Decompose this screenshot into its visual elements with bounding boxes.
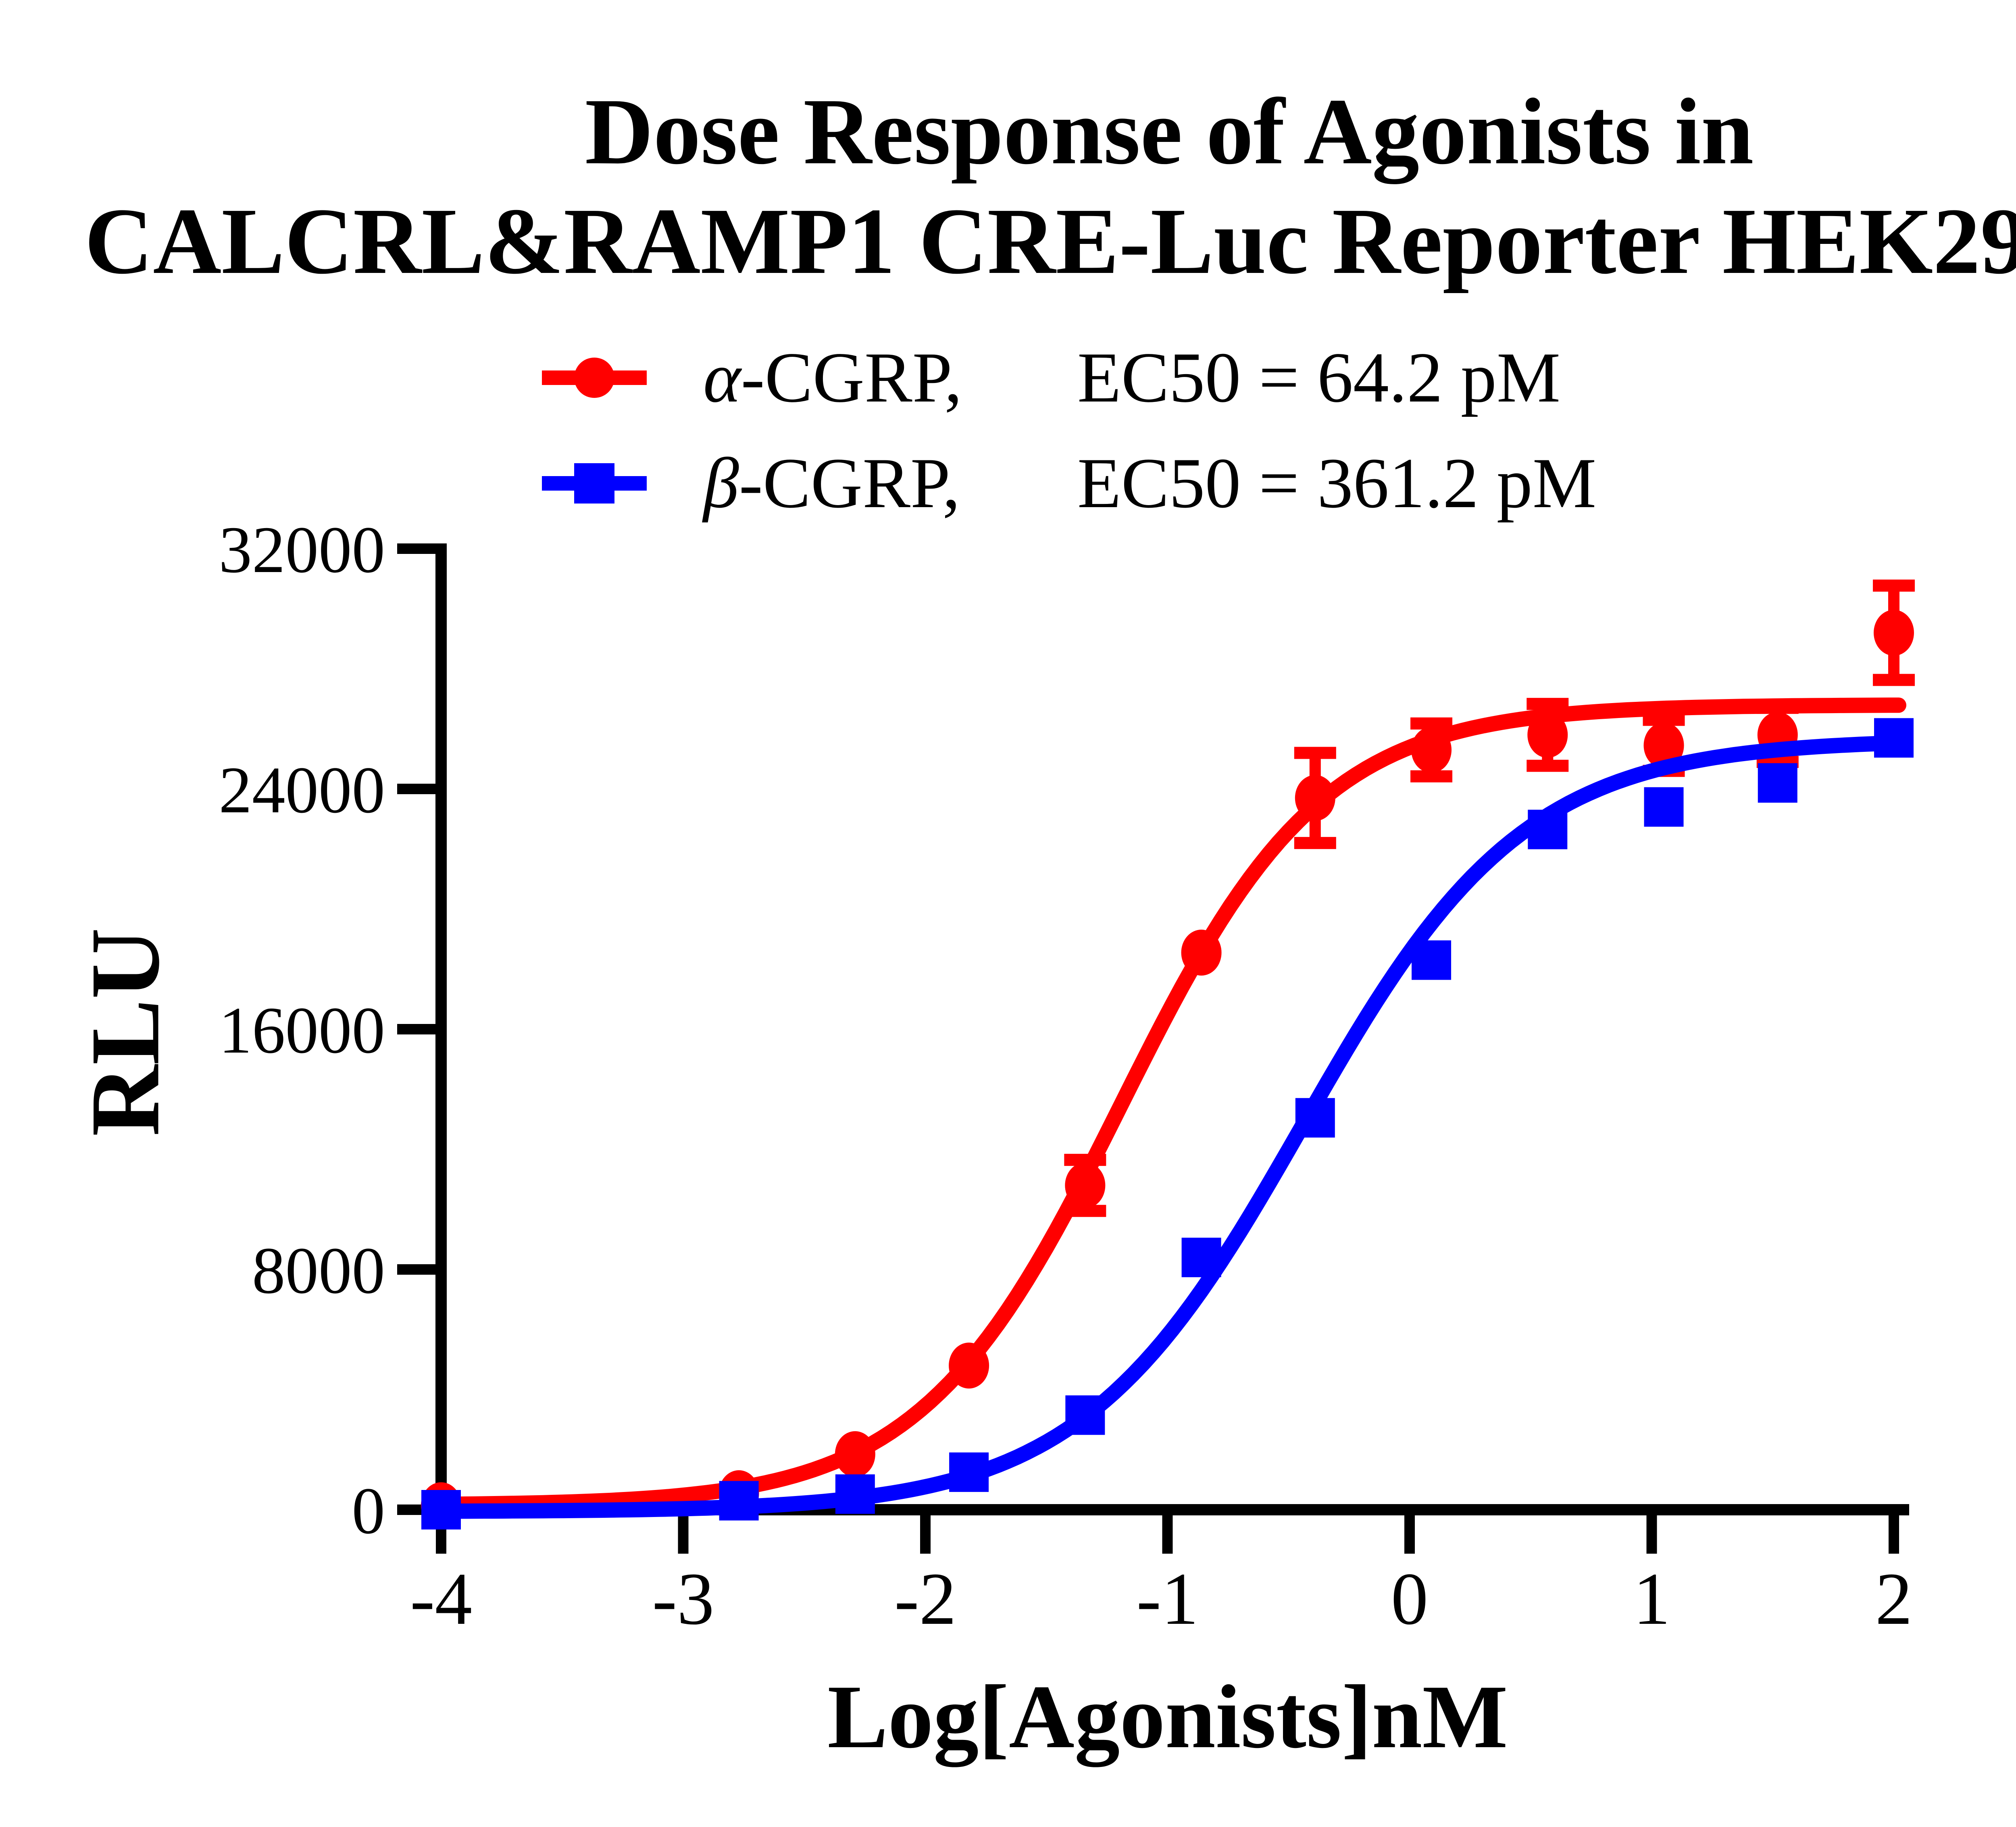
- x-tick-label: -2: [894, 1558, 956, 1640]
- y-axis-title: RLU: [70, 928, 180, 1136]
- x-tick-label: 0: [1391, 1558, 1429, 1640]
- data-point-circle: [835, 1431, 875, 1477]
- x-tick-label: -4: [410, 1558, 472, 1640]
- data-point-square: [1295, 1098, 1335, 1138]
- circle-marker-icon: [574, 358, 614, 398]
- data-point-square: [1758, 763, 1797, 803]
- legend-marker-red-circle-icon: [542, 347, 647, 408]
- data-point-square: [1181, 1238, 1221, 1278]
- legend-series-name: -CGRP,: [741, 337, 962, 417]
- y-tick-label: 8000: [252, 1234, 385, 1307]
- fit-curve-β-CGRP: [429, 735, 1906, 1519]
- data-point-square: [719, 1481, 759, 1521]
- y-tick-label: 16000: [219, 993, 385, 1067]
- chart-title: Dose Response of Agonists in CALCRL&RAMP…: [44, 77, 2016, 296]
- beta-symbol: β: [703, 443, 739, 523]
- data-point-circle: [1874, 610, 1914, 656]
- chart-title-line2: CALCRL&RAMP1 CRE-Luc Reporter HEK293(C1): [84, 189, 2016, 293]
- legend-row-alpha-cgrp: α-CGRP, EC50 = 64.2 pM: [542, 325, 1596, 430]
- data-point-circle: [1527, 712, 1568, 758]
- data-point-square: [1412, 940, 1452, 980]
- square-marker-icon: [574, 463, 614, 504]
- fit-curve-α-CGRP: [429, 697, 1906, 1512]
- legend-label-beta-cgrp: β-CGRP, EC50 = 361.2 pM: [703, 441, 1596, 524]
- x-tick-label: 2: [1875, 1558, 1913, 1640]
- y-tick-label: 24000: [219, 753, 385, 827]
- data-point-circle: [1181, 930, 1222, 976]
- legend-row-beta-cgrp: β-CGRP, EC50 = 361.2 pM: [542, 430, 1596, 536]
- data-point-circle: [949, 1342, 989, 1389]
- data-point-circle: [1065, 1162, 1106, 1209]
- legend-series-name: -CGRP,: [739, 443, 960, 523]
- data-point-square: [1874, 718, 1914, 758]
- x-tick-label: 1: [1633, 1558, 1670, 1640]
- y-tick-label: 0: [352, 1474, 385, 1548]
- x-tick-label: -1: [1136, 1558, 1198, 1640]
- data-point-circle: [1643, 722, 1684, 768]
- x-axis-title: Log[Agonists]nM: [827, 1666, 1508, 1767]
- y-tick-label: 32000: [219, 513, 385, 587]
- legend-ec50-value: EC50 = 361.2 pM: [1077, 443, 1597, 523]
- legend-marker-blue-square-icon: [542, 453, 647, 513]
- legend-label-alpha-cgrp: α-CGRP, EC50 = 64.2 pM: [703, 336, 1560, 419]
- legend-ec50-value: EC50 = 64.2 pM: [1077, 337, 1561, 417]
- data-point-square: [835, 1474, 875, 1514]
- data-point-circle: [1411, 727, 1452, 773]
- legend: α-CGRP, EC50 = 64.2 pM β-CGRP, EC50 = 361.…: [542, 325, 1596, 536]
- data-point-square: [949, 1452, 989, 1492]
- data-point-square: [1644, 787, 1684, 827]
- x-tick-label: -3: [652, 1558, 714, 1640]
- data-point-circle: [1295, 775, 1335, 821]
- chart-title-line1: Dose Response of Agonists in: [585, 79, 1754, 184]
- data-point-square: [1065, 1395, 1105, 1435]
- data-point-square: [1528, 809, 1568, 849]
- alpha-symbol: α: [703, 337, 741, 417]
- data-point-square: [421, 1490, 461, 1529]
